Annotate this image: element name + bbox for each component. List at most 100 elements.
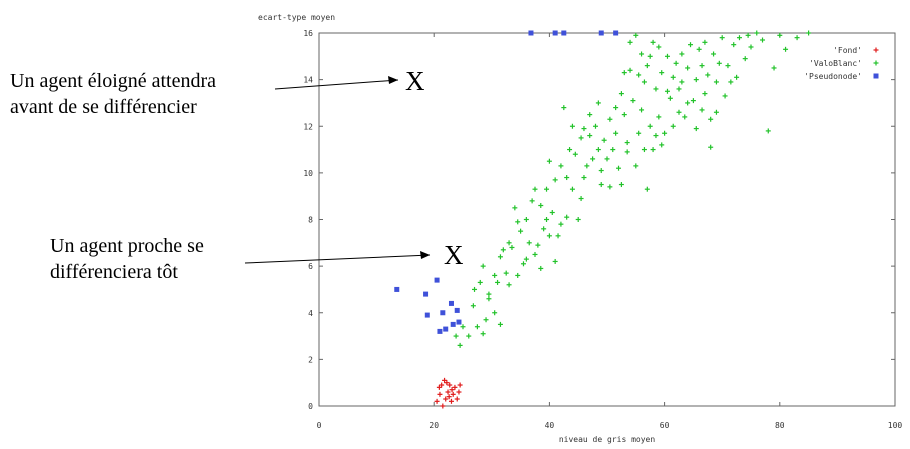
data-point [523, 217, 529, 222]
annotation-near-line2: différenciera tôt [50, 261, 178, 283]
data-point [424, 312, 430, 318]
data-point [460, 324, 466, 330]
y-tick-label: 6 [308, 262, 313, 271]
data-point [446, 394, 452, 400]
x-tick-label: 100 [888, 421, 903, 430]
data-point [569, 186, 575, 192]
legend-label: 'ValoBlanc' [809, 59, 862, 68]
y-tick-label: 14 [303, 76, 313, 85]
data-point [538, 203, 544, 209]
data-point [765, 128, 771, 134]
data-point [699, 63, 705, 69]
data-point [532, 186, 538, 192]
data-point [512, 205, 518, 211]
data-point [544, 186, 550, 192]
data-point [598, 30, 604, 36]
data-point [529, 198, 535, 204]
data-points [394, 30, 812, 409]
data-point [748, 44, 754, 50]
data-point [783, 46, 789, 52]
arrowhead-near [420, 251, 430, 259]
data-point [676, 109, 682, 115]
data-point [777, 32, 783, 38]
data-point [564, 214, 570, 220]
data-point [448, 398, 454, 404]
data-point [604, 156, 610, 162]
legend-label: 'Fond' [833, 46, 862, 55]
data-point [713, 109, 719, 115]
data-point [653, 133, 659, 139]
data-point [578, 196, 584, 202]
data-point [470, 303, 476, 309]
data-point [659, 142, 665, 148]
x-tick-label: 60 [660, 421, 670, 430]
data-point [440, 310, 446, 316]
data-point [480, 331, 486, 337]
data-point [558, 221, 564, 227]
data-point [558, 163, 564, 169]
data-point [711, 51, 717, 57]
data-point [394, 286, 400, 292]
data-point [454, 396, 460, 402]
data-point [702, 91, 708, 97]
data-point [434, 398, 440, 404]
data-point [497, 254, 503, 260]
data-point [722, 93, 728, 99]
data-point [450, 321, 456, 327]
data-point [693, 126, 699, 132]
x-tick-label: 20 [429, 421, 439, 430]
data-point [616, 165, 622, 171]
data-point [613, 105, 619, 111]
data-point [653, 86, 659, 92]
data-point [486, 296, 492, 302]
data-point [598, 182, 604, 188]
data-point [509, 244, 515, 250]
x-tick-label: 80 [775, 421, 785, 430]
data-point [713, 79, 719, 85]
data-point [621, 112, 627, 118]
data-point [549, 210, 555, 216]
y-tick-label: 0 [308, 402, 313, 411]
data-point [728, 79, 734, 85]
data-point [546, 158, 552, 164]
data-point [806, 30, 812, 36]
data-point [699, 107, 705, 113]
data-point [719, 35, 725, 41]
x-axis-label: niveau de gris moyen [559, 435, 656, 444]
data-point [696, 46, 702, 52]
data-point [590, 156, 596, 162]
data-point [578, 135, 584, 141]
data-point [627, 39, 633, 45]
data-point [567, 147, 573, 153]
data-point [656, 114, 662, 120]
data-point [618, 91, 624, 97]
data-point [535, 242, 541, 248]
y-tick-label: 2 [308, 355, 313, 364]
y-tick-label: 8 [308, 216, 313, 225]
data-point [544, 217, 550, 222]
legend-marker [873, 47, 879, 53]
data-point [587, 133, 593, 139]
data-point [650, 147, 656, 153]
data-point [644, 186, 650, 192]
data-point [515, 219, 521, 225]
data-point [685, 100, 691, 106]
data-point [664, 53, 670, 59]
x-tick-label: 0 [317, 421, 322, 430]
data-point [503, 270, 509, 276]
data-point [500, 247, 506, 253]
data-point [439, 382, 445, 388]
data-point [676, 86, 682, 92]
data-point [627, 67, 633, 73]
data-point [659, 70, 665, 76]
data-point [624, 149, 630, 155]
data-point [434, 277, 440, 283]
data-point [575, 217, 581, 222]
data-point [702, 39, 708, 45]
data-point [457, 382, 463, 388]
data-point [688, 42, 694, 48]
data-point [613, 30, 619, 36]
data-point [595, 100, 601, 106]
arrowhead-far [388, 76, 398, 84]
data-point [444, 380, 450, 386]
